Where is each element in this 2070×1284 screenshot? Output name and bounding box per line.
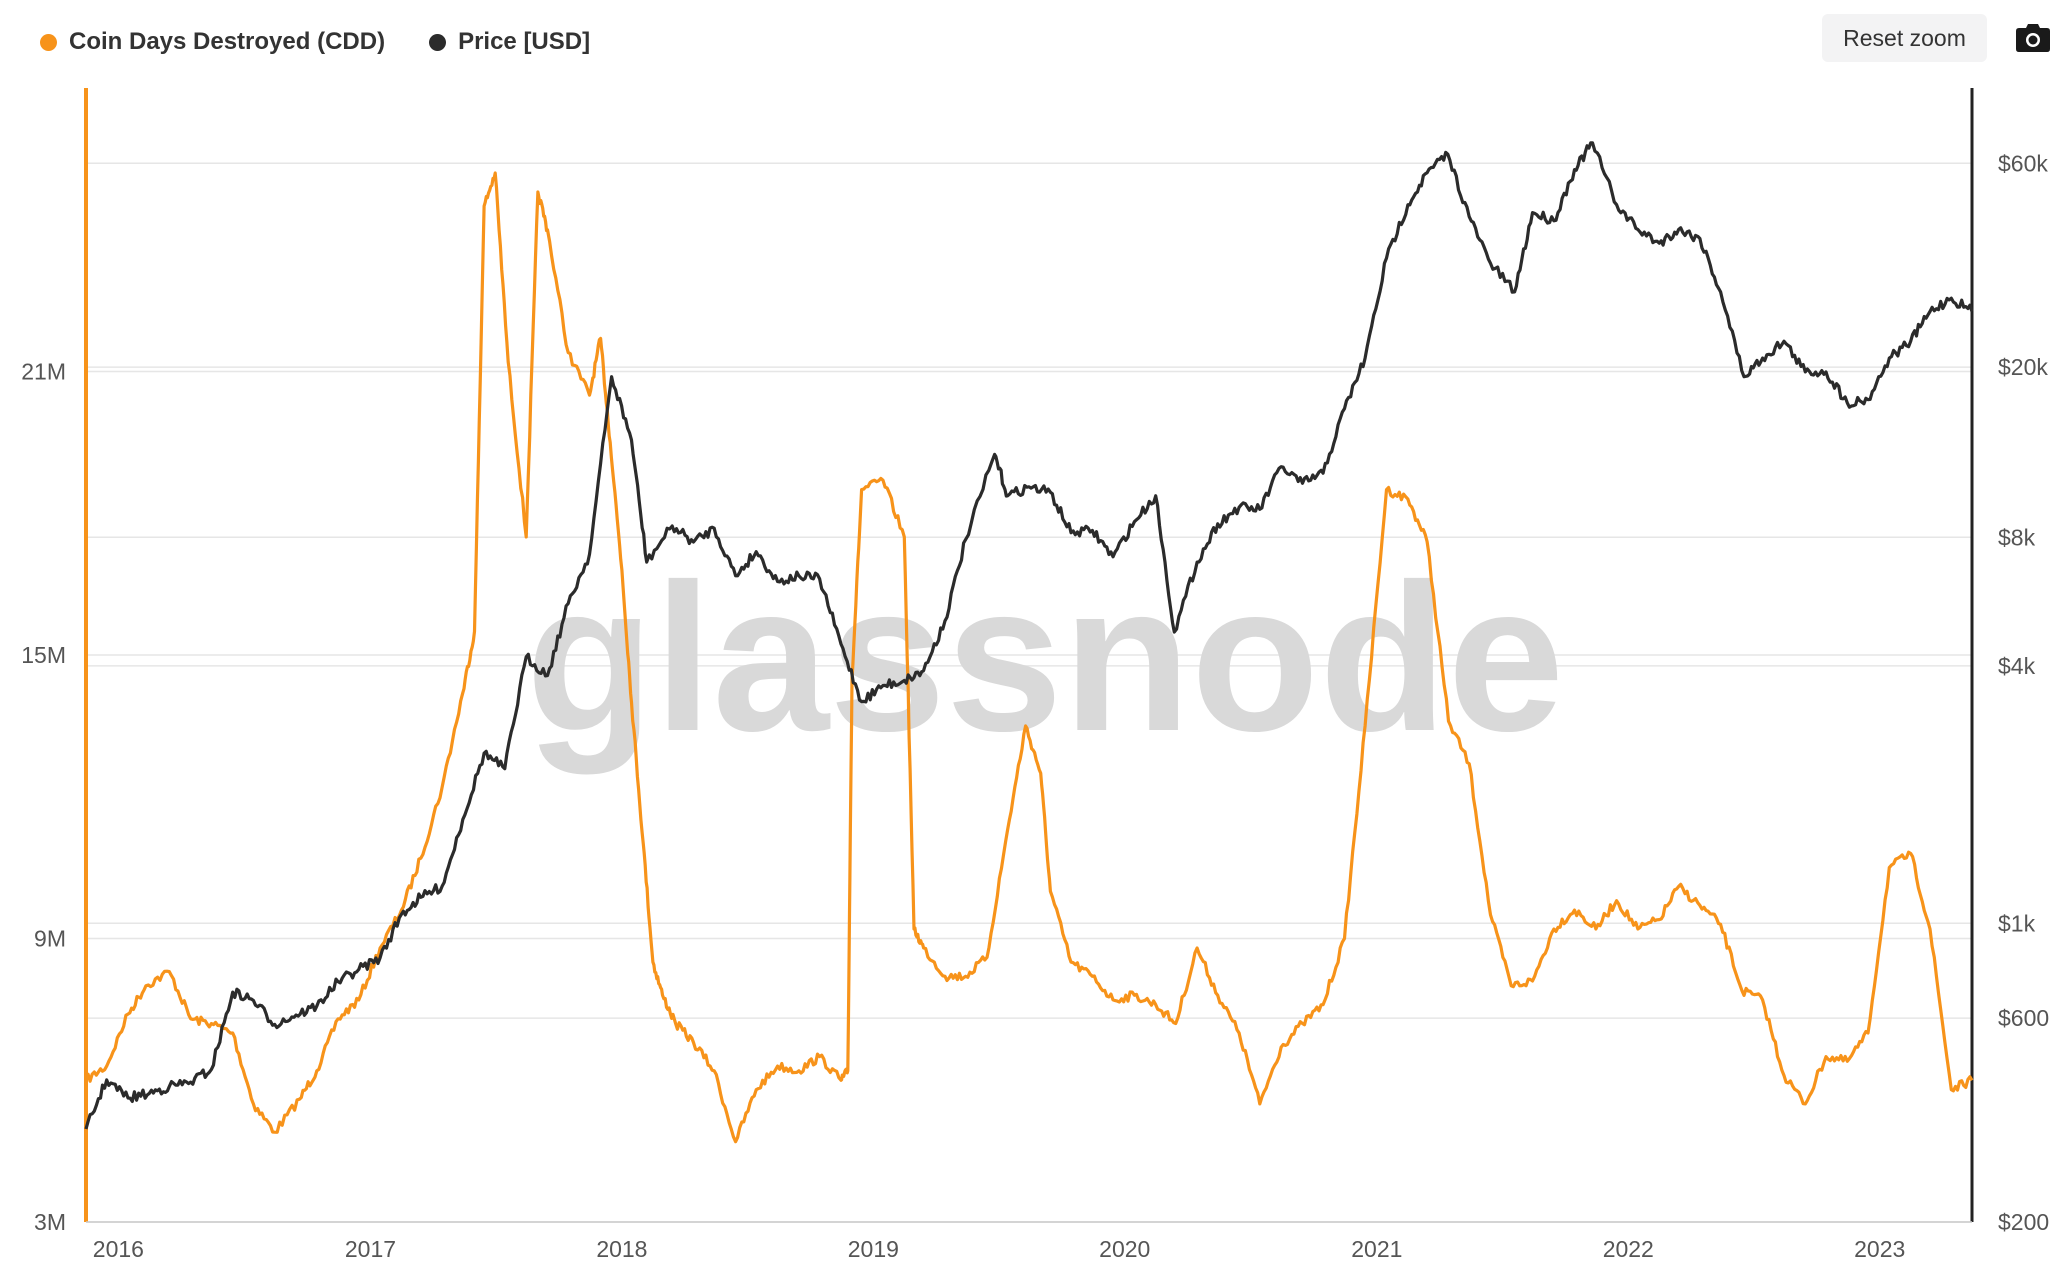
y-right-tick-label: $60k xyxy=(1998,150,2048,176)
legend-item-price[interactable]: Price [USD] xyxy=(429,28,590,56)
legend-label-cdd: Coin Days Destroyed (CDD) xyxy=(69,28,386,55)
y-left-tick-label: 9M xyxy=(34,926,66,952)
chart-series xyxy=(84,141,1974,1144)
legend-dot-price xyxy=(429,33,447,51)
x-tick-label: 2021 xyxy=(1351,1236,1402,1262)
watermark: glassnode xyxy=(526,540,1565,775)
series-line-price xyxy=(84,141,1974,1130)
x-tick-label: 2022 xyxy=(1603,1236,1654,1262)
chart-legend: Coin Days Destroyed (CDD) Price [USD] xyxy=(40,28,590,56)
x-tick-label: 2018 xyxy=(596,1236,647,1262)
legend-label-price: Price [USD] xyxy=(458,28,591,55)
x-tick-label: 2016 xyxy=(93,1236,144,1262)
x-tick-label: 2023 xyxy=(1854,1236,1905,1262)
x-tick-label: 2020 xyxy=(1099,1236,1150,1262)
legend-dot-cdd xyxy=(40,33,57,51)
chart-tick-labels: 3M 9M 15M 21M $200 $600 $1k $4k $8k $20k $60k 2016 2… xyxy=(21,150,2049,1262)
reset-zoom-button[interactable]: Reset zoom xyxy=(1822,14,1987,62)
y-right-tick-label: $200 xyxy=(1998,1209,2049,1235)
x-tick-label: 2017 xyxy=(345,1236,396,1262)
y-left-tick-label: 3M xyxy=(34,1209,66,1235)
legend-item-cdd[interactable]: Coin Days Destroyed (CDD) xyxy=(40,28,385,56)
series-line-cdd xyxy=(84,171,1974,1144)
y-right-tick-label: $600 xyxy=(1998,1005,2049,1031)
x-tick-label: 2019 xyxy=(848,1236,899,1262)
chart-axes xyxy=(84,88,1974,1223)
y-right-tick-label: $4k xyxy=(1998,653,2036,679)
y-left-tick-label: 21M xyxy=(21,359,66,385)
camera-icon[interactable] xyxy=(2016,24,2050,52)
y-right-tick-label: $1k xyxy=(1998,910,2036,936)
y-right-tick-label: $20k xyxy=(1998,354,2048,380)
y-left-tick-label: 15M xyxy=(21,642,66,668)
y-right-tick-label: $8k xyxy=(1998,524,2036,550)
